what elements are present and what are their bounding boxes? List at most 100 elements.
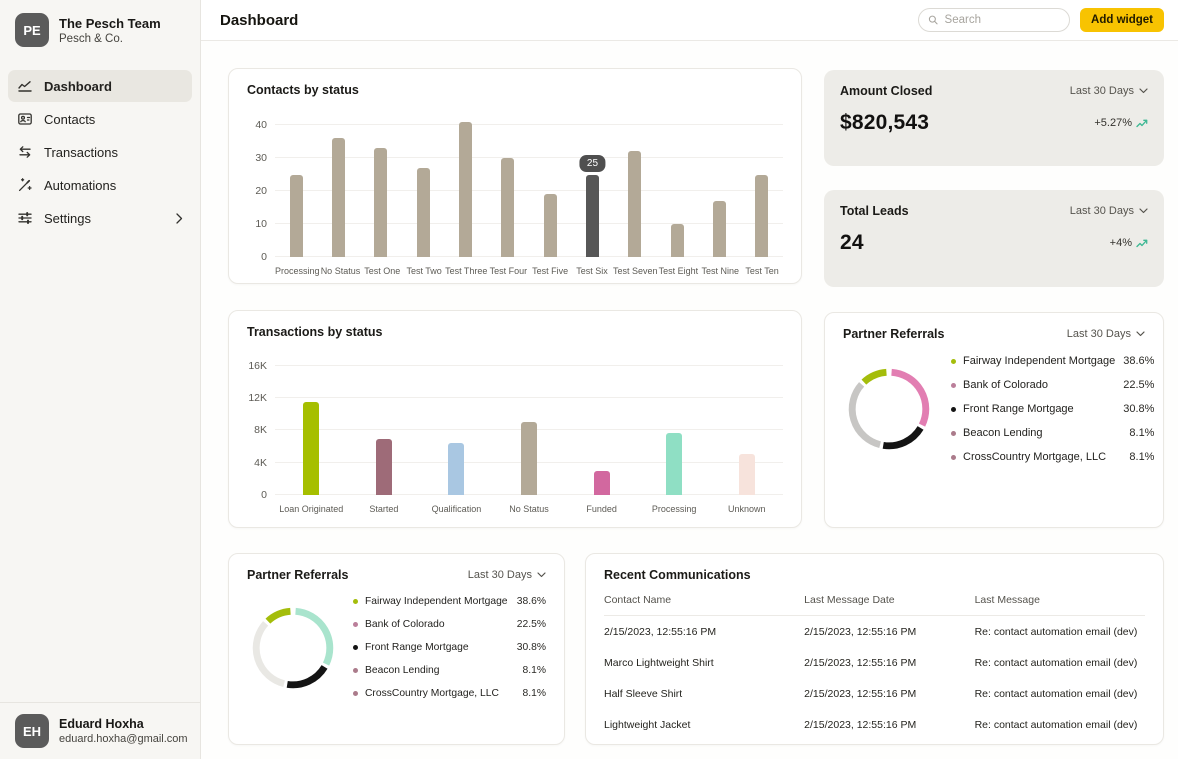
bar-processing[interactable] — [666, 432, 683, 495]
bar-test-six[interactable] — [585, 174, 599, 257]
sidebar-item-dashboard[interactable]: Dashboard — [8, 70, 192, 102]
y-tick-label: 0 — [261, 489, 267, 501]
donut-segment-1[interactable] — [286, 664, 328, 688]
team-avatar: PE — [15, 13, 49, 47]
user-avatar: EH — [15, 714, 49, 748]
donut-segment-0[interactable] — [891, 368, 930, 427]
bar-test-one[interactable] — [374, 148, 388, 257]
gridline — [275, 124, 783, 125]
legend-label: Front Range Mortgage — [963, 403, 1074, 415]
add-widget-button[interactable]: Add widget — [1080, 8, 1164, 32]
table-row[interactable]: Half Sleeve Shirt 2/15/2023, 12:55:16 PM R… — [604, 678, 1145, 709]
sidebar-nav: Dashboard Contacts Transactions Automati… — [0, 60, 200, 702]
bar-funded[interactable] — [593, 470, 610, 495]
team-switcher[interactable]: PE The Pesch Team Pesch & Co. — [0, 0, 200, 60]
contacts-by-status-chart: 0 10 20 30 40 25 Processing No Status Test One Te… — [247, 111, 783, 276]
sidebar-item-automations[interactable]: Automations — [8, 169, 192, 201]
contacts-by-status-card: Contacts by status 0 10 20 30 40 25 Processing… — [228, 68, 802, 284]
legend-bullet — [353, 599, 358, 604]
table-row[interactable]: Marco Lightweight Shirt 2/15/2023, 12:55:… — [604, 647, 1145, 678]
period-selector[interactable]: Last 30 Days — [1067, 328, 1145, 340]
sidebar-item-contacts[interactable]: Contacts — [8, 103, 192, 135]
delta-value: +4% — [1109, 237, 1132, 249]
donut-segment-1[interactable] — [882, 426, 924, 450]
donut-segment-3[interactable] — [861, 368, 887, 385]
table-row[interactable]: Lightweight Jacket 2/15/2023, 12:55:16 PM… — [604, 709, 1145, 740]
x-category-label: Test Three — [445, 266, 488, 276]
team-name: The Pesch Team — [59, 15, 161, 31]
legend-bullet — [951, 430, 956, 436]
sidebar-item-label: Dashboard — [44, 78, 112, 94]
period-selector[interactable]: Last 30 Days — [1070, 205, 1148, 217]
table-cell: 2/15/2023, 12:55:16 PM — [804, 718, 917, 731]
transactions-by-status-chart: 0 4K 8K 12K 16K Loan Originated Started Qualifi… — [247, 353, 783, 514]
user-name: Eduard Hoxha — [59, 717, 144, 731]
bar-processing[interactable] — [289, 174, 303, 257]
period-label: Last 30 Days — [1066, 328, 1131, 340]
x-category-label: Test One — [364, 266, 401, 276]
chevron-right-icon — [176, 212, 183, 224]
bar-test-five[interactable] — [543, 194, 557, 257]
recent-communications-header: Contact Name Last Message Date Last Messag… — [604, 594, 1145, 616]
donut-segment-0[interactable] — [295, 607, 334, 666]
y-tick-label: 30 — [255, 152, 267, 164]
total-leads-card: Total Leads Last 30 Days 24 +4% — [824, 190, 1164, 287]
partner-referrals-donut-chart: Fairway Independent Mortgage 38.6% Bank of… — [843, 355, 1154, 463]
bar-test-three[interactable] — [458, 121, 472, 257]
stat-title: Total Leads — [840, 204, 909, 218]
transactions-by-status-card: Transactions by status 0 4K 8K 12K 16K Loan O… — [228, 310, 802, 528]
table-row[interactable]: 2/15/2023, 12:55:16 PM 2/15/2023, 12:55:1… — [604, 616, 1145, 647]
legend-bullet — [353, 622, 358, 627]
search-input[interactable] — [944, 14, 1061, 26]
legend-bullet — [951, 358, 956, 364]
recent-communications-card: Recent Communications Contact Name Last M… — [585, 553, 1164, 745]
x-category-label: Loan Originated — [279, 504, 344, 514]
sidebar-item-settings[interactable]: Settings — [8, 202, 192, 234]
bar-started[interactable] — [375, 439, 392, 495]
bar-unknown[interactable] — [738, 453, 755, 495]
bar-loan-originated[interactable] — [303, 402, 320, 495]
team-subtitle: Pesch & Co. — [59, 32, 123, 45]
donut-legend: Fairway Independent Mortgage 38.6% Bank of… — [951, 355, 1154, 463]
donut-segment-3[interactable] — [265, 607, 291, 624]
period-selector[interactable]: Last 30 Days — [1070, 85, 1148, 97]
y-tick-label: 4K — [254, 456, 267, 469]
legend-label: Bank of Colorado — [365, 619, 445, 630]
table-title: Recent Communications — [604, 568, 751, 582]
y-tick-label: 12K — [248, 392, 267, 405]
sidebar-item-transactions[interactable]: Transactions — [8, 136, 192, 168]
bar-no-status[interactable] — [331, 138, 345, 257]
bar-qualification[interactable] — [448, 443, 465, 495]
search-icon — [928, 15, 938, 25]
sliders-icon — [18, 212, 32, 224]
donut-segment-2[interactable] — [848, 382, 882, 449]
donut-segment-2[interactable] — [252, 620, 286, 687]
legend-value: 38.6% — [1123, 355, 1155, 367]
x-category-label: Test Two — [406, 266, 442, 276]
x-category-label: Test Six — [576, 266, 608, 276]
chevron-down-icon — [1139, 208, 1148, 214]
table-cell: Half Sleeve Shirt — [604, 687, 683, 700]
search-box — [918, 8, 1071, 32]
bar-test-four[interactable] — [501, 158, 515, 257]
period-selector[interactable]: Last 30 Days — [468, 569, 546, 581]
stat-value: 24 — [840, 231, 864, 254]
gridline — [275, 256, 783, 257]
bar-test-eight[interactable] — [670, 224, 684, 257]
chevron-down-icon — [537, 572, 546, 578]
gridline — [275, 190, 783, 191]
trend-up-icon — [1136, 239, 1148, 248]
donut-chart — [848, 368, 930, 450]
amount-closed-card: Amount Closed Last 30 Days $820,543 +5.2… — [824, 70, 1164, 166]
x-category-label: Test Four — [489, 266, 528, 276]
stat-delta: +4% — [1110, 237, 1148, 249]
user-account[interactable]: EH Eduard Hoxha eduard.hoxha@gmail.com — [0, 702, 200, 759]
delta-value: +5.27% — [1094, 117, 1132, 129]
bar-test-two[interactable] — [416, 167, 430, 257]
bar-no-status[interactable] — [521, 421, 538, 495]
bar-test-nine[interactable] — [712, 200, 726, 257]
legend-label: Front Range Mortgage — [365, 642, 469, 653]
bar-test-seven[interactable] — [628, 151, 642, 257]
bar-test-ten[interactable] — [755, 174, 769, 257]
legend-label: Bank of Colorado — [963, 379, 1048, 391]
